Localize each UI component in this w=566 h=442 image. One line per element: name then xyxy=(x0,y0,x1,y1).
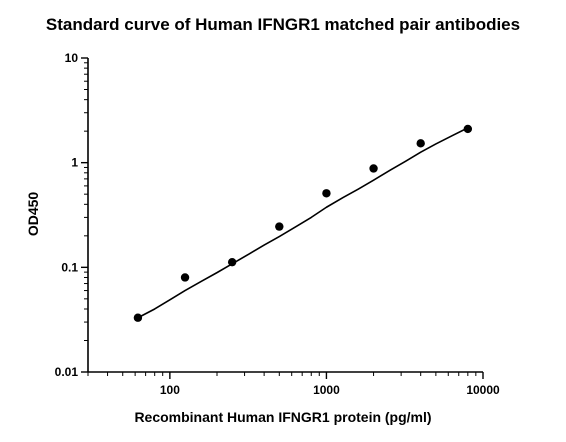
data-point xyxy=(322,189,331,198)
data-point xyxy=(463,124,473,134)
chart-title: Standard curve of Human IFNGR1 matched p… xyxy=(46,15,520,34)
y-tick-label: 10 xyxy=(65,51,79,65)
data-point xyxy=(133,313,143,322)
y-tick-label: 0.01 xyxy=(55,365,79,379)
y-tick-label: 1 xyxy=(71,156,78,170)
data-point xyxy=(227,257,237,267)
data-points-layer xyxy=(133,124,473,322)
x-tick-label: 100 xyxy=(160,383,180,397)
data-point xyxy=(369,164,378,173)
fit-curve xyxy=(137,127,469,319)
y-tick-label: 0.1 xyxy=(61,260,78,274)
data-point xyxy=(416,139,425,148)
x-tick-label: 1000 xyxy=(313,383,340,397)
axes: 0.01 0.1 1 10 100 1000 10000 xyxy=(55,51,500,397)
data-point xyxy=(275,222,284,231)
data-point xyxy=(180,273,190,282)
y-axis-label: OD450 xyxy=(25,192,41,237)
fit-curve-layer xyxy=(137,127,469,319)
x-tick-label: 10000 xyxy=(466,383,500,397)
x-axis-label: Recombinant Human IFNGR1 protein (pg/ml) xyxy=(134,409,431,425)
